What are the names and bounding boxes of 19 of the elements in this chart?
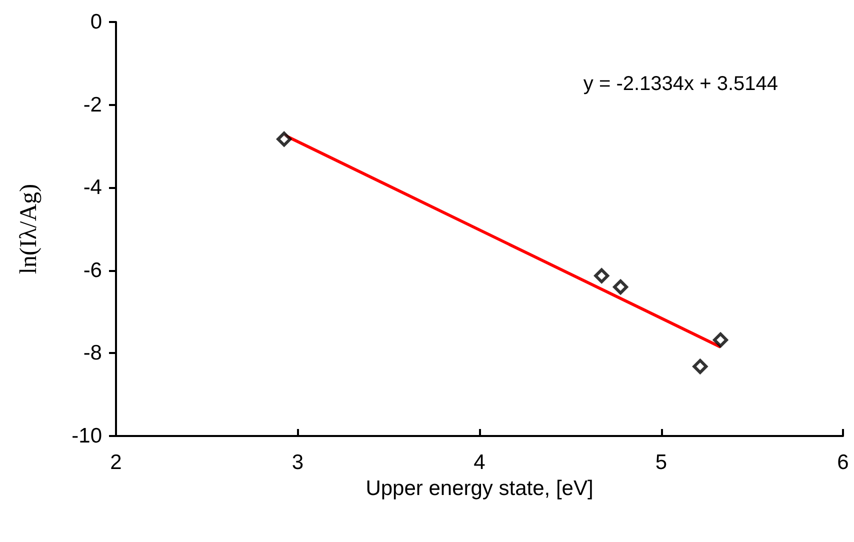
point <box>692 358 708 374</box>
y-axis-title: ln(Iλ/Ag) <box>16 184 42 274</box>
annotation: y = -2.1334x + 3.5144 <box>583 73 778 95</box>
point <box>276 132 292 147</box>
point <box>713 332 728 348</box>
point <box>594 268 610 284</box>
x-tick-label: 5 <box>655 451 668 474</box>
x-tick-label: 2 <box>110 451 122 474</box>
x-tick-label: 4 <box>474 451 486 474</box>
x-tick-label: 3 <box>292 451 304 474</box>
y-tick-label: 0 <box>90 10 102 34</box>
point <box>613 279 628 294</box>
y-tick-label: -6 <box>83 258 102 282</box>
x-axis-title: Upper energy state, [eV] <box>366 477 594 500</box>
y-tick-label: -8 <box>83 342 102 365</box>
x-tick-label: 6 <box>837 451 849 474</box>
y-tick-label: -10 <box>72 424 102 448</box>
y-tick-label: -4 <box>83 176 102 200</box>
y-tick-label: -2 <box>83 93 102 116</box>
